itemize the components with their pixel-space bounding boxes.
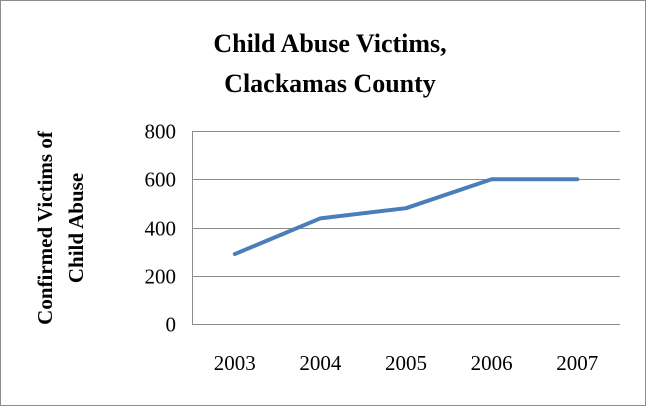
x-tick-label-2005: 2005	[385, 351, 427, 375]
y-axis-label-line-1: Confirmed Victims of	[33, 130, 57, 325]
x-tick-label-2007: 2007	[556, 351, 598, 375]
chart-title-line-2: Clackamas County	[224, 69, 436, 98]
y-axis-label-line-2: Child Abuse	[64, 173, 88, 283]
y-tick-labels: 0 200 400 600 800	[145, 120, 177, 337]
y-tick-label-0: 0	[166, 313, 177, 337]
x-tick-label-2004: 2004	[299, 351, 342, 375]
x-tick-label-2006: 2006	[471, 351, 513, 375]
axes	[192, 131, 620, 325]
series-line-1	[232, 177, 580, 257]
y-tick-label-600: 600	[145, 168, 177, 192]
series-layer	[232, 177, 580, 257]
y-tick-label-200: 200	[145, 265, 177, 289]
y-tick-label-800: 800	[145, 120, 177, 144]
chart-title-line-1: Child Abuse Victims,	[213, 29, 446, 58]
y-tick-label-400: 400	[145, 217, 177, 241]
x-tick-labels: 2003 2004 2005 2006 2007	[214, 351, 598, 375]
x-tick-label-2003: 2003	[214, 351, 256, 375]
gridlines	[192, 131, 620, 277]
